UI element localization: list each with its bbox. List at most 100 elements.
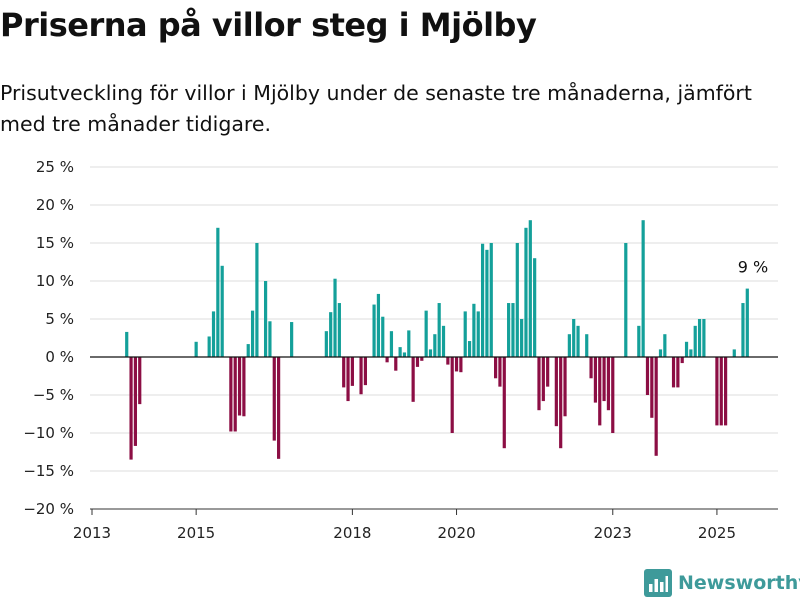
bar bbox=[242, 357, 246, 417]
bar bbox=[511, 303, 515, 357]
bar bbox=[125, 331, 129, 357]
bar bbox=[407, 330, 411, 357]
bar bbox=[389, 331, 394, 357]
bar bbox=[333, 278, 337, 357]
bar bbox=[376, 293, 381, 357]
bar bbox=[498, 357, 502, 387]
y-tick-label: 0 % bbox=[45, 348, 74, 366]
x-tick-label: 2023 bbox=[594, 524, 632, 542]
bars bbox=[125, 220, 749, 460]
bar bbox=[381, 316, 385, 357]
bar bbox=[433, 334, 437, 357]
bar bbox=[645, 357, 650, 395]
bar bbox=[350, 357, 354, 386]
y-tick-label: 5 % bbox=[45, 310, 74, 328]
bar bbox=[715, 357, 719, 426]
y-tick-label: 25 % bbox=[36, 158, 74, 176]
y-tick-label: −15 % bbox=[23, 462, 74, 480]
y-tick-label: 15 % bbox=[36, 234, 74, 252]
bar bbox=[689, 349, 693, 357]
bar bbox=[237, 357, 242, 416]
bar bbox=[572, 319, 576, 357]
bar bbox=[337, 303, 341, 357]
bar bbox=[250, 310, 255, 357]
bar bbox=[502, 357, 506, 449]
bar bbox=[684, 341, 689, 357]
bar bbox=[411, 357, 415, 402]
axis-labels: 25 % 20 % 15 % 10 % 5 % 0 % −5 % −10 % −15 % −20 … bbox=[23, 158, 768, 542]
bar bbox=[372, 304, 376, 357]
bar bbox=[576, 325, 580, 357]
bar bbox=[420, 357, 424, 361]
bar bbox=[463, 311, 467, 357]
bar bbox=[138, 357, 142, 405]
bar bbox=[724, 357, 728, 426]
bar bbox=[290, 322, 294, 357]
bar bbox=[537, 357, 541, 411]
bar bbox=[554, 357, 558, 427]
bar bbox=[702, 319, 706, 357]
bar bbox=[593, 357, 598, 403]
bar bbox=[650, 357, 654, 418]
bar bbox=[598, 357, 602, 426]
bar bbox=[450, 357, 454, 433]
bar bbox=[541, 357, 545, 402]
bar bbox=[211, 311, 216, 357]
bar bbox=[624, 243, 628, 357]
bar bbox=[489, 243, 493, 357]
bar bbox=[741, 303, 745, 357]
x-tick-label: 2015 bbox=[177, 524, 215, 542]
bar bbox=[671, 357, 676, 388]
bar bbox=[602, 357, 606, 402]
bar bbox=[680, 357, 684, 364]
bar bbox=[528, 220, 532, 357]
bar bbox=[693, 325, 697, 357]
bar bbox=[485, 249, 489, 357]
bar bbox=[424, 310, 428, 357]
bar bbox=[663, 334, 667, 357]
bar bbox=[363, 357, 367, 386]
bar bbox=[359, 357, 363, 395]
bar bbox=[272, 357, 276, 441]
bar bbox=[515, 243, 519, 357]
bar bbox=[133, 357, 137, 446]
brand-logo: Newsworthy bbox=[644, 568, 800, 598]
bar bbox=[385, 357, 389, 363]
bar bbox=[559, 357, 563, 449]
bar bbox=[563, 357, 567, 417]
y-tick-label: −5 % bbox=[33, 386, 74, 404]
y-tick-label: −20 % bbox=[23, 500, 74, 518]
bar bbox=[606, 357, 611, 411]
bar bbox=[441, 325, 446, 357]
bar bbox=[676, 357, 680, 388]
x-tick-label: 2020 bbox=[437, 524, 475, 542]
y-tick-label: 20 % bbox=[36, 196, 74, 214]
bar bbox=[246, 344, 250, 357]
bar bbox=[207, 336, 211, 357]
bar bbox=[415, 357, 420, 367]
bar bbox=[589, 357, 593, 379]
bar bbox=[220, 265, 224, 357]
bar bbox=[641, 220, 645, 357]
bar bbox=[524, 227, 528, 357]
y-tick-label: 10 % bbox=[36, 272, 74, 290]
bar bbox=[472, 303, 476, 357]
bar bbox=[216, 227, 220, 357]
latest-value-annotation: 9 % bbox=[738, 258, 768, 277]
bar bbox=[697, 319, 702, 357]
x-tick-label: 2018 bbox=[333, 524, 371, 542]
bar bbox=[507, 303, 511, 357]
bar bbox=[346, 357, 350, 402]
bar bbox=[533, 258, 537, 357]
bar bbox=[398, 347, 402, 357]
bar bbox=[129, 357, 133, 460]
bar bbox=[277, 357, 281, 459]
bar bbox=[342, 357, 346, 388]
y-tick-label: −10 % bbox=[23, 424, 74, 442]
bar bbox=[329, 312, 333, 357]
bar bbox=[719, 357, 723, 426]
bar bbox=[637, 325, 641, 357]
bar bbox=[480, 243, 485, 357]
bar bbox=[255, 243, 259, 357]
